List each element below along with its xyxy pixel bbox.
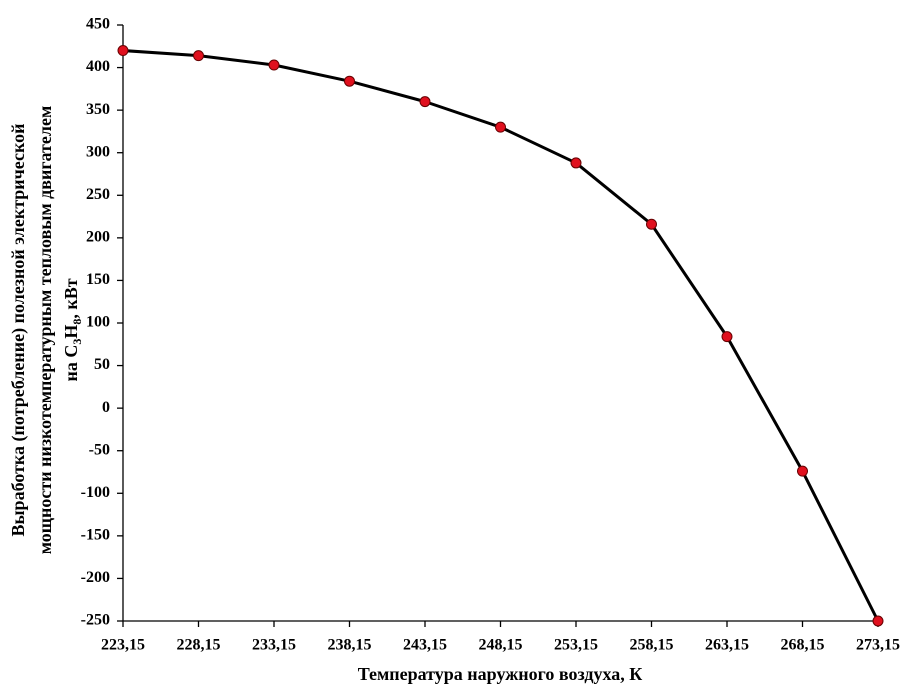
subscript: 8 [70,319,84,325]
data-point [570,157,582,169]
x-tick-label: 248,15 [479,637,523,654]
data-point [268,59,280,71]
x-tick-label: 253,15 [554,637,598,654]
y-tick-label: 300 [86,143,110,160]
subscript: 3 [70,339,84,345]
x-tick-label: 258,15 [630,637,674,654]
y-tick-label: -100 [81,484,110,501]
y-tick-label: 450 [86,16,110,33]
x-tick-label: 243,15 [403,637,447,654]
data-point [344,75,355,87]
x-tick-label: 273,15 [856,637,900,654]
y-axis-title: Выработка (потребление) полезной электри… [8,106,84,554]
formula-part: H [61,325,81,339]
y-tick-label: -250 [81,612,110,629]
y-axis-title-line: мощности низкотемпературным тепловым дви… [35,106,55,554]
x-tick-label: 268,15 [781,637,825,654]
y-tick-label: 400 [86,58,110,75]
data-point [646,218,657,230]
y-tick-label: 200 [86,229,110,246]
y-axis-title-formula: на C3H8, кВт [61,278,84,381]
y-tick-label: 50 [94,356,110,373]
y-tick-label: 100 [86,314,110,331]
y-axis-title-line: Выработка (потребление) полезной электри… [8,124,29,537]
y-tick-label: 150 [86,271,110,288]
data-point [419,96,431,108]
x-tick-label: 228,15 [177,637,221,654]
formula-part: , кВт [61,278,81,318]
y-tick-label: 350 [86,101,110,118]
y-tick-label: -50 [89,441,110,458]
data-point [872,615,884,627]
data-line [122,49,880,622]
data-point [117,45,129,57]
x-tick-label: 233,15 [252,637,296,654]
data-point [193,50,204,62]
x-axis-title: Температура наружного воздуха, К [358,664,643,684]
y-tick-label: -200 [81,569,110,586]
y-tick-label: -150 [81,527,110,544]
data-point [797,465,808,477]
x-tick-label: 223,15 [101,637,145,654]
x-tick-label: 263,15 [705,637,749,654]
y-tick-label: 250 [86,186,110,203]
data-point [721,331,733,343]
y-tick-label: 0 [102,399,110,416]
x-tick-label: 238,15 [328,637,372,654]
formula-part: на C [61,345,81,382]
data-point [495,121,506,133]
